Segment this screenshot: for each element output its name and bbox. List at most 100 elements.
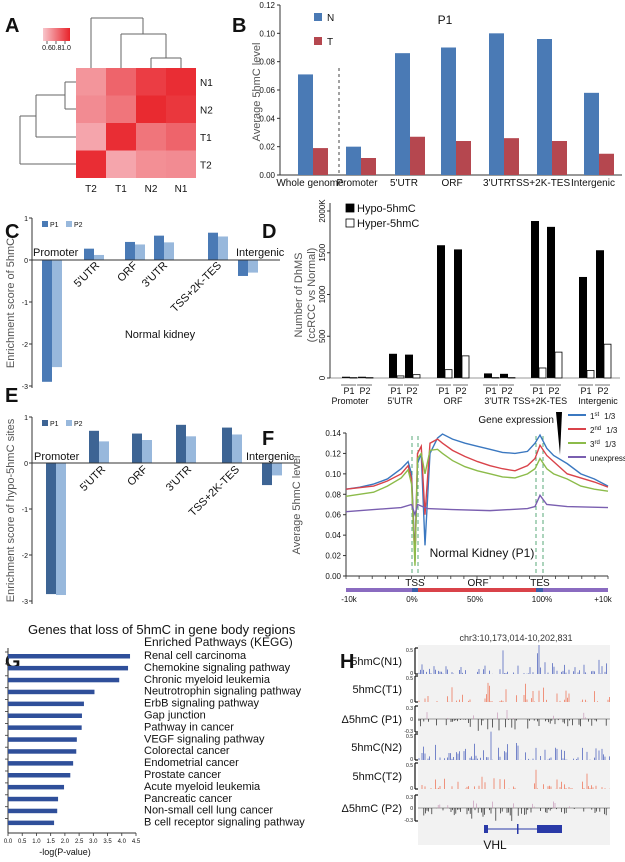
pathway-label: B cell receptor signaling pathway [144, 817, 305, 829]
bar-P2 [272, 463, 282, 476]
legend-swatch [42, 221, 48, 227]
panel-label: A [5, 15, 19, 37]
y-tick-label: 0.10 [259, 29, 275, 38]
bar-hyper [444, 369, 453, 379]
bar-T [361, 158, 376, 175]
panel-h-genome-tracks: chr3:10,173,014-10,202,8315hmC(N1)0.505h… [341, 633, 610, 852]
bar-P2 [186, 436, 196, 463]
panel-label: H [340, 651, 354, 673]
pathway-label: Renal cell carcinoma [144, 650, 247, 662]
legend-label: P2 [74, 421, 83, 428]
legend-tick-label: 0.8 [52, 45, 62, 52]
bar-hypo [437, 245, 445, 378]
bar-P2 [52, 260, 62, 368]
y-tick-label: 0 [24, 258, 28, 265]
legend-swatch [314, 37, 322, 45]
x-tick-label: 0.0 [4, 839, 13, 845]
y-tick-label: 0.12 [325, 449, 341, 458]
legend-label: unexpressed [590, 454, 625, 463]
series-line [345, 433, 609, 556]
track-label: Δ5hmC (P1) [341, 714, 402, 726]
bar-N [346, 146, 361, 175]
track-scale-label: 0 [410, 699, 413, 705]
y-tick-label: -1 [22, 300, 28, 307]
track-label: 5hmC(N2) [351, 742, 402, 754]
bar-N [395, 53, 410, 175]
heatmap-cell [166, 150, 196, 178]
bar-P1 [176, 424, 186, 463]
panel-a-heatmap: N1 N2 T1 T2 T2 T1 N2 N1 0.6 0.8 1.0 [19, 17, 213, 195]
legend-label: 1st 1/3 [590, 412, 616, 421]
track-background [418, 645, 610, 845]
y-tick-label: 1500 [318, 243, 327, 261]
legend-label: Hyper-5hmC [357, 218, 419, 230]
pathway-label: VEGF signaling pathway [144, 733, 265, 745]
legend-tick-label: 1.0 [61, 45, 71, 52]
y-tick-label: 0.04 [325, 531, 341, 540]
gene-exon [517, 824, 519, 834]
x-axis-label: -log(P-value) [39, 847, 91, 857]
bar-P1 [89, 430, 99, 463]
x-tick-label: 1.0 [32, 839, 41, 845]
chart-subtitle: Enriched Pathways (KEGG) [144, 635, 293, 649]
panel-c-bar-chart: 1 0 -1 -2 -3 P1 P2 Enrichment score of 5hmC Prom… [5, 216, 285, 391]
track-label: 5hmC(N1) [351, 656, 402, 668]
track-scale-label: -0.3 [404, 729, 413, 735]
legend-frac: 1/3 [605, 440, 617, 449]
pathway-label: Gap junction [144, 710, 206, 722]
y-axis-label: (ccRCC vs Normal) [306, 248, 318, 343]
y-tick-label: -2 [22, 553, 28, 560]
x-tick-label: 0.5 [18, 839, 27, 845]
track-scale-label: 0.5 [406, 676, 413, 682]
bar-hyper [554, 351, 563, 379]
bar-N [537, 39, 552, 175]
legend-label: P1 [50, 421, 59, 428]
y-tick-label: 500 [318, 329, 327, 343]
x-tick-label: 100% [532, 595, 552, 604]
bar [8, 796, 59, 802]
heatmap-cell [136, 150, 166, 178]
y-tick-label: 0.08 [259, 58, 275, 67]
legend-label: 2nd 1/3 [590, 426, 618, 435]
legend-title: Gene expression [478, 415, 554, 426]
y-tick-label: 0.02 [259, 143, 275, 152]
bar-hyper [412, 374, 421, 379]
bar-hypo [579, 276, 587, 378]
annotation: Normal kidney [125, 329, 196, 341]
bar-hypo [547, 226, 555, 378]
legend-base: 2 [590, 426, 595, 435]
bar [8, 737, 77, 742]
sample-label: P1 [532, 386, 543, 396]
pathway-label: Neutrotrophin signaling pathway [144, 686, 302, 698]
y-tick-label: 2000K [318, 199, 327, 223]
panel-label: C [5, 221, 19, 243]
bar-P2 [135, 244, 145, 260]
y-tick-label: -3 [22, 384, 28, 391]
region-label: TSS [405, 578, 425, 589]
bar-P2 [248, 260, 258, 273]
row-label: N1 [200, 78, 213, 89]
gene-bar-upstream [346, 588, 412, 592]
bar-P1 [42, 260, 52, 382]
category-label: 3'UTR [140, 260, 170, 290]
sample-label: P1 [438, 386, 449, 396]
x-tick-label: Intergenic [571, 178, 615, 189]
pathway-label: Pancreatic cancer [144, 793, 232, 805]
bar [8, 725, 82, 730]
x-tick-label: 5'UTR [387, 396, 413, 406]
heatmap-cell [136, 95, 166, 123]
track-scale-label: -0.3 [404, 818, 413, 824]
bar-T [552, 141, 567, 175]
heatmap-cell [106, 68, 136, 96]
category-label: ORF [125, 463, 150, 488]
y-tick-label: 0.02 [325, 552, 341, 561]
heatmap-cell [166, 68, 196, 96]
color-legend [43, 28, 70, 41]
chart-title: Genes that loss of 5hmC in gene body reg… [28, 622, 296, 637]
bar-hypo [484, 373, 492, 378]
column-label: T2 [85, 184, 97, 195]
pathway-label: Endometrial cancer [144, 757, 239, 769]
y-tick-label: 0.14 [325, 429, 341, 438]
